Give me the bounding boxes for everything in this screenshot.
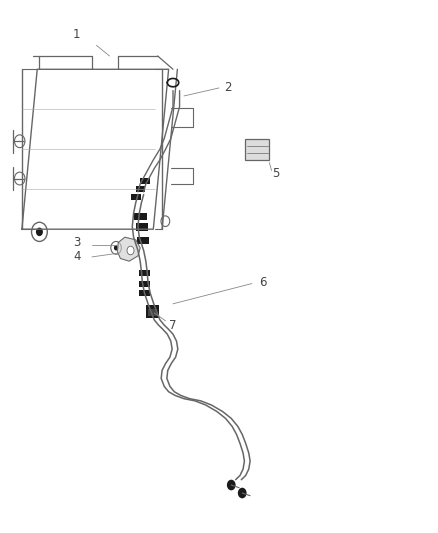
- Bar: [136, 223, 148, 231]
- Bar: [140, 178, 150, 184]
- Text: 4: 4: [73, 251, 81, 263]
- Bar: [137, 237, 149, 244]
- Bar: [139, 290, 150, 296]
- Bar: [139, 270, 150, 276]
- Circle shape: [114, 245, 118, 251]
- Polygon shape: [117, 237, 140, 261]
- Bar: [136, 186, 145, 192]
- Bar: [131, 194, 141, 200]
- Bar: [245, 139, 269, 160]
- Bar: [146, 305, 159, 318]
- Text: 7: 7: [169, 319, 177, 332]
- Text: 2: 2: [224, 82, 232, 94]
- Circle shape: [127, 246, 134, 255]
- Bar: [148, 309, 157, 316]
- Text: 3: 3: [73, 236, 80, 249]
- Text: 5: 5: [272, 167, 279, 180]
- Circle shape: [227, 480, 236, 490]
- Circle shape: [238, 488, 247, 498]
- Text: 1: 1: [73, 28, 81, 41]
- Bar: [139, 281, 150, 287]
- Text: 6: 6: [259, 276, 267, 289]
- Bar: [134, 213, 147, 220]
- Circle shape: [36, 228, 43, 236]
